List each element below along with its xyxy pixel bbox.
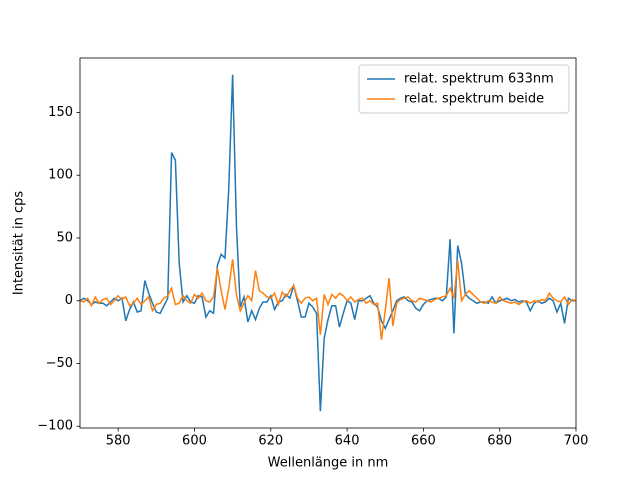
x-tick-label: 600 [182,434,207,449]
y-tick-label: 150 [48,105,73,120]
x-tick-label: 620 [258,434,283,449]
y-tick-label: 100 [48,168,73,183]
x-tick-label: 700 [564,434,589,449]
y-tick-label: 0 [65,293,73,308]
legend-label: relat. spektrum beide [404,92,544,107]
x-tick-label: 580 [106,434,131,449]
series-line [80,259,576,340]
y-tick-label: −50 [46,356,73,371]
y-axis-label: Intensität in cps [12,191,27,295]
plot-frame [79,57,577,429]
y-tick-label: −100 [37,419,73,434]
legend-label: relat. spektrum 633nm [404,72,554,87]
y-tick-label: 50 [56,230,73,245]
x-axis-label: Wellenlänge in nm [268,456,389,471]
legend-box [358,64,570,114]
x-tick-label: 640 [335,434,360,449]
x-tick-label: 680 [487,434,512,449]
x-tick-label: 660 [411,434,436,449]
series-line [80,74,576,412]
